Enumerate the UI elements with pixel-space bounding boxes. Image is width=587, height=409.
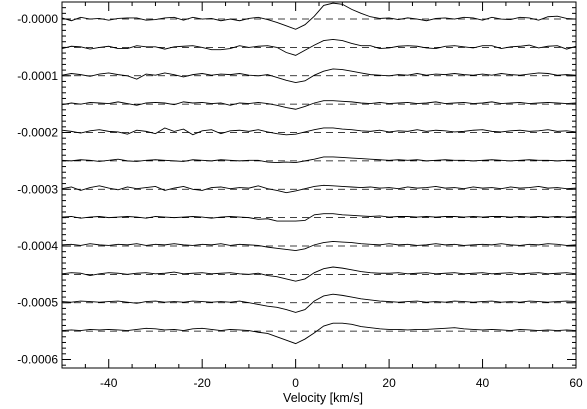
x-axis-label: Velocity [km/s]: [283, 391, 363, 405]
profile-line-5: [61, 156, 576, 164]
x-tick-label: -40: [100, 376, 118, 390]
x-tick-label: 60: [569, 376, 583, 390]
profile-line-8: [61, 241, 577, 251]
profile-line-7: [61, 213, 577, 222]
profile-line-6: [61, 184, 577, 194]
profile-line-1: [61, 38, 577, 56]
x-tick-label: 0: [292, 376, 299, 390]
profile-line-4: [61, 127, 577, 136]
dashed-baselines: [62, 18, 576, 332]
y-tick-label: -0.0001: [17, 69, 58, 83]
profile-line-11: [61, 322, 577, 345]
x-axis-ticks: -40 -20 0 20 40 60: [61, 2, 583, 390]
y-tick-label: -0.0003: [17, 182, 58, 196]
profile-series-group: [61, 2, 577, 345]
x-tick-label: 20: [382, 376, 396, 390]
y-axis-ticks: -0.0000 -0.0001 -0.0002 -0.0003 -0.0004 -0.00…: [17, 7, 576, 366]
plot-frame: [61, 1, 577, 369]
profile-line-10: [61, 293, 577, 313]
profile-line-9: [61, 266, 577, 282]
x-tick-label: -20: [194, 376, 212, 390]
profile-line-3: [61, 100, 577, 110]
y-tick-label: -0.0002: [17, 126, 58, 140]
profile-line-0: [61, 2, 577, 30]
y-tick-label: -0.0004: [17, 239, 58, 253]
y-tick-label: -0.0006: [17, 352, 58, 366]
profile-line-2: [61, 68, 577, 84]
y-tick-label: -0.0005: [17, 296, 58, 310]
y-tick-label: -0.0000: [17, 12, 58, 26]
x-tick-label: 40: [476, 376, 490, 390]
